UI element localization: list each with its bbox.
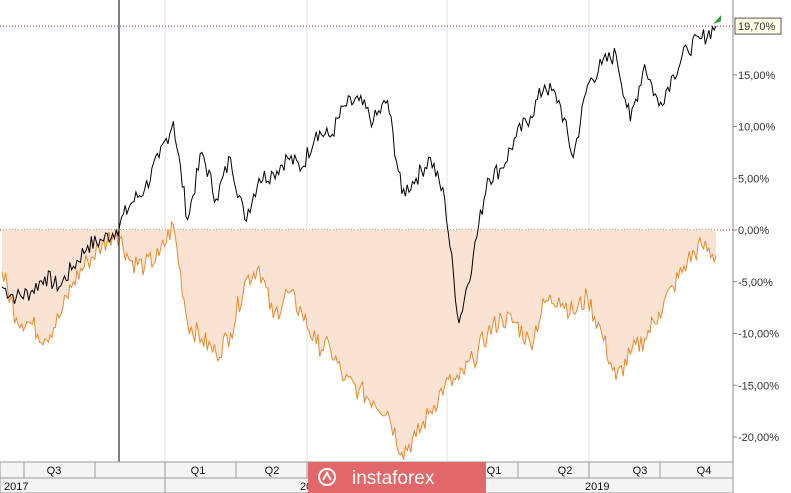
- y-tick-label: -5,00%: [738, 277, 773, 289]
- quarter-label: Q3: [47, 465, 62, 477]
- last-value-badge: [734, 17, 782, 35]
- area-layer: [1, 220, 717, 460]
- y-tick-label: -15,00%: [738, 380, 779, 392]
- brand-watermark: instaforex: [308, 462, 486, 493]
- quarter-label: Q4: [697, 465, 712, 477]
- quarter-label: Q1: [191, 465, 206, 477]
- watermark-bg: [308, 462, 486, 493]
- label-layer: 19,70%: [734, 17, 782, 35]
- performance-line: [1, 25, 717, 324]
- y-tick-label: 15,00%: [738, 70, 776, 82]
- trend-arrow-icon: [713, 15, 721, 25]
- drawdown-line: [1, 220, 717, 460]
- drawdown-area-fill: [2, 222, 716, 460]
- brand-name: instaforex: [352, 468, 435, 489]
- quarter-label: Q3: [633, 465, 648, 477]
- y-tick-label: 10,00%: [738, 122, 776, 134]
- line-layer: [1, 15, 721, 324]
- quarter-label: Q1: [487, 465, 502, 477]
- y-tick-label: -20,00%: [738, 432, 779, 444]
- quarter-label: Q2: [265, 465, 280, 477]
- brand-logo-icon: [322, 470, 332, 481]
- y-tick-label: 0,00%: [738, 225, 769, 237]
- year-label: 2017: [4, 481, 28, 493]
- quarter-label: Q2: [558, 465, 573, 477]
- y-tick-label: 5,00%: [738, 173, 769, 185]
- year-label: 2019: [585, 481, 609, 493]
- y-tick-label: -10,00%: [738, 329, 779, 341]
- last-value-label: 19,70%: [738, 21, 776, 33]
- brand-logo-icon: [318, 468, 336, 486]
